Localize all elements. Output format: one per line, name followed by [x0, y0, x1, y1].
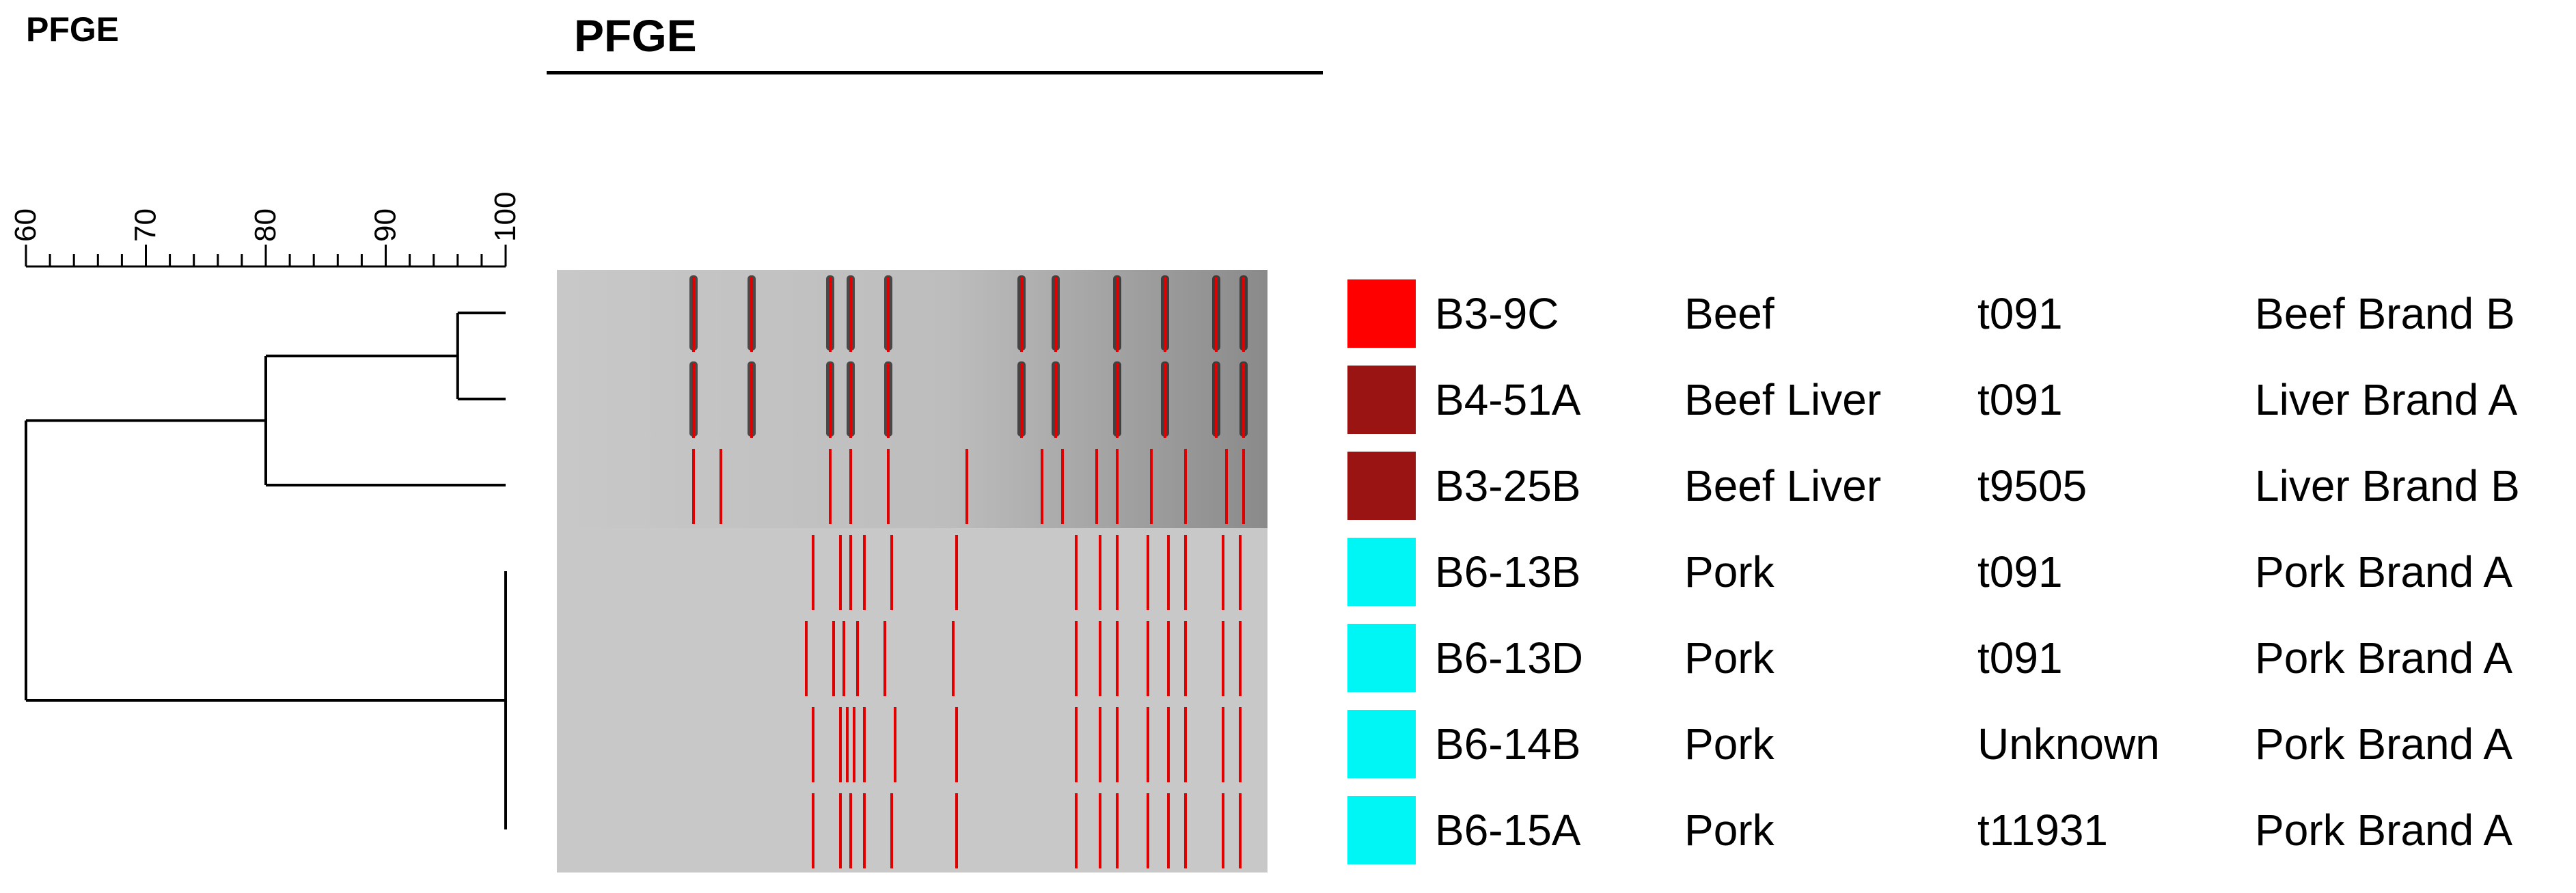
- isolate-source: Pork: [1684, 633, 1775, 683]
- gel-title: PFGE: [574, 10, 697, 61]
- gel-lane-B4-51A: [557, 356, 1268, 442]
- isolate-spa-type: t11931: [1977, 806, 2108, 855]
- corner-title: PFGE: [26, 10, 120, 49]
- isolate-spa-type: t091: [1977, 289, 2063, 338]
- isolate-spa-type: t091: [1977, 375, 2063, 424]
- gel-lane-background: [557, 356, 1268, 442]
- isolate-id: B3-25B: [1435, 461, 1581, 510]
- isolate-spa-type: t091: [1977, 547, 2063, 596]
- isolate-source: Pork: [1684, 806, 1775, 855]
- isolate-brand: Pork Brand A: [2255, 633, 2513, 683]
- isolate-row: B6-13B Pork t091 Pork Brand A: [0, 528, 2576, 614]
- source-color-swatch: [1347, 538, 1416, 606]
- isolate-row: B4-51A Beef Liver t091 Liver Brand A: [0, 356, 2576, 442]
- gel-title-underline: [547, 71, 1323, 74]
- isolate-spa-type: t9505: [1977, 461, 2087, 510]
- isolate-id: B6-13B: [1435, 547, 1581, 596]
- isolate-row: B6-15A Pork t11931 Pork Brand A: [0, 786, 2576, 873]
- isolate-source: Beef Liver: [1684, 461, 1882, 510]
- gel-lane-B6-13B: [557, 528, 1268, 614]
- gel-lane-B6-15A: [557, 786, 1268, 873]
- isolate-row: B3-25B Beef Liver t9505 Liver Brand B: [0, 442, 2576, 528]
- isolate-source: Beef: [1684, 289, 1775, 338]
- isolate-source: Pork: [1684, 547, 1775, 596]
- source-color-swatch: [1347, 366, 1416, 434]
- gel-lane-B6-13D: [557, 614, 1268, 700]
- isolate-brand: Beef Brand B: [2255, 289, 2515, 338]
- gel-lane-B3-25B: [557, 442, 1268, 528]
- pfge-gel: [557, 270, 1268, 873]
- isolate-source: Pork: [1684, 719, 1775, 769]
- isolate-id: B6-14B: [1435, 719, 1581, 769]
- source-color-swatch: [1347, 452, 1416, 520]
- isolate-brand: Pork Brand A: [2255, 806, 2513, 855]
- gel-lane-background: [557, 442, 1268, 528]
- gel-lane-B3-9C: [557, 270, 1268, 356]
- isolate-source: Beef Liver: [1684, 375, 1882, 424]
- isolate-id: B6-13D: [1435, 633, 1583, 683]
- isolate-brand: Pork Brand A: [2255, 719, 2513, 769]
- isolate-id: B4-51A: [1435, 375, 1581, 424]
- isolate-brand: Liver Brand B: [2255, 461, 2520, 510]
- isolate-row: B6-13D Pork t091 Pork Brand A: [0, 614, 2576, 700]
- scale-tick-label: 60: [9, 208, 42, 242]
- gel-lane-B6-14B: [557, 700, 1268, 786]
- scale-tick-label: 100: [489, 192, 522, 242]
- source-color-swatch: [1347, 279, 1416, 348]
- isolate-brand: Liver Brand A: [2255, 375, 2518, 424]
- scale-tick-label: 90: [369, 208, 402, 242]
- isolate-brand: Pork Brand A: [2255, 547, 2513, 596]
- source-color-swatch: [1347, 796, 1416, 864]
- scale-tick-label: 80: [249, 208, 282, 242]
- isolate-id: B6-15A: [1435, 806, 1581, 855]
- source-color-swatch: [1347, 710, 1416, 778]
- scale-tick-label: 70: [129, 208, 163, 242]
- isolate-row: B6-14B Pork Unknown Pork Brand A: [0, 700, 2576, 786]
- isolate-id: B3-9C: [1435, 289, 1559, 338]
- dendrogram: [25, 312, 507, 829]
- isolate-row: B3-9C Beef t091 Beef Brand B: [0, 270, 2576, 356]
- isolate-spa-type: t091: [1977, 633, 2063, 683]
- source-color-swatch: [1347, 624, 1416, 692]
- similarity-scale: 60 70 80 90 100: [9, 192, 522, 268]
- isolate-spa-type: Unknown: [1977, 719, 2160, 769]
- gel-lane-background: [557, 270, 1268, 356]
